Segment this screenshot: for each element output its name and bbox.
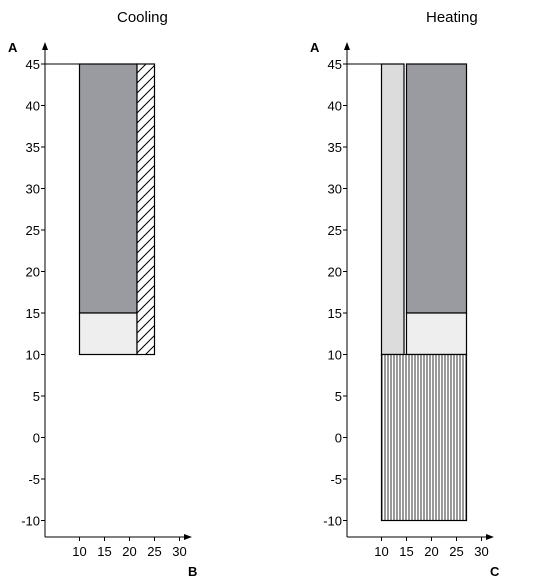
- region-dark-gray: [78, 63, 138, 314]
- x-axis-arrow: [486, 534, 494, 540]
- ticks: 45 40 35 30 25 20 15 10 5 0 -5 -10 10 15 20 25 30: [21, 57, 187, 559]
- region-light-gray: [405, 312, 468, 356]
- y-tick-label: -5: [330, 472, 342, 487]
- y-tick-label: 30: [328, 182, 342, 197]
- y-tick-label: -5: [28, 472, 40, 487]
- plot-regions: [78, 63, 156, 356]
- heating-chart: Heating 45 40 35 30 25 20 15 10 5 0 -5 -10 10 15 20 25 3…: [310, 9, 500, 579]
- cooling-chart: Cooling 45 40 35 30 25 20 15 10 5 0 -5 -10 10 15 20 25 3…: [8, 9, 197, 579]
- region-light-gray: [380, 63, 405, 356]
- x-axis-arrow: [184, 534, 192, 540]
- y-tick-label: 10: [26, 348, 40, 363]
- region-light-gray: [78, 312, 138, 356]
- plot-regions: [380, 63, 468, 522]
- y-axis-arrow: [42, 42, 48, 50]
- chart-title: Cooling: [117, 9, 168, 26]
- y-tick-label: -10: [323, 514, 342, 529]
- y-axis-label: A: [310, 40, 320, 55]
- x-tick-label: 25: [147, 544, 161, 559]
- y-tick-label: 25: [328, 223, 342, 238]
- x-axis-label: B: [188, 564, 197, 579]
- y-tick-label: 0: [335, 431, 342, 446]
- y-tick-label: 30: [26, 182, 40, 197]
- y-axis-label: A: [8, 40, 18, 55]
- y-tick-label: 45: [26, 57, 40, 72]
- x-tick-label: 30: [474, 544, 488, 559]
- y-axis-arrow: [344, 42, 350, 50]
- y-tick-label: 35: [26, 140, 40, 155]
- y-tick-label: 40: [328, 99, 342, 114]
- y-tick-label: 45: [328, 57, 342, 72]
- y-tick-label: 0: [33, 431, 40, 446]
- y-tick-label: 40: [26, 99, 40, 114]
- x-axis-label: C: [490, 564, 500, 579]
- x-tick-label: 10: [72, 544, 86, 559]
- region-dark-gray: [405, 63, 468, 314]
- x-tick-label: 10: [374, 544, 388, 559]
- y-tick-label: 5: [33, 389, 40, 404]
- axes: [344, 42, 494, 540]
- region-vertical-hatch: [380, 353, 468, 522]
- x-tick-label: 25: [449, 544, 463, 559]
- x-tick-label: 20: [122, 544, 136, 559]
- y-tick-label: 20: [328, 265, 342, 280]
- y-tick-label: 35: [328, 140, 342, 155]
- y-tick-label: 20: [26, 265, 40, 280]
- y-tick-label: -10: [21, 514, 40, 529]
- x-tick-label: 15: [399, 544, 413, 559]
- y-tick-label: 15: [328, 306, 342, 321]
- y-tick-label: 15: [26, 306, 40, 321]
- region-diagonal-hatch: [136, 63, 156, 356]
- x-tick-label: 20: [424, 544, 438, 559]
- y-tick-label: 5: [335, 389, 342, 404]
- axes: [42, 42, 192, 540]
- x-tick-label: 30: [172, 544, 186, 559]
- y-tick-label: 10: [328, 348, 342, 363]
- x-tick-label: 15: [97, 544, 111, 559]
- ticks: 45 40 35 30 25 20 15 10 5 0 -5 -10 10 15 20 25 30: [323, 57, 489, 559]
- y-tick-label: 25: [26, 223, 40, 238]
- chart-title: Heating: [426, 9, 478, 26]
